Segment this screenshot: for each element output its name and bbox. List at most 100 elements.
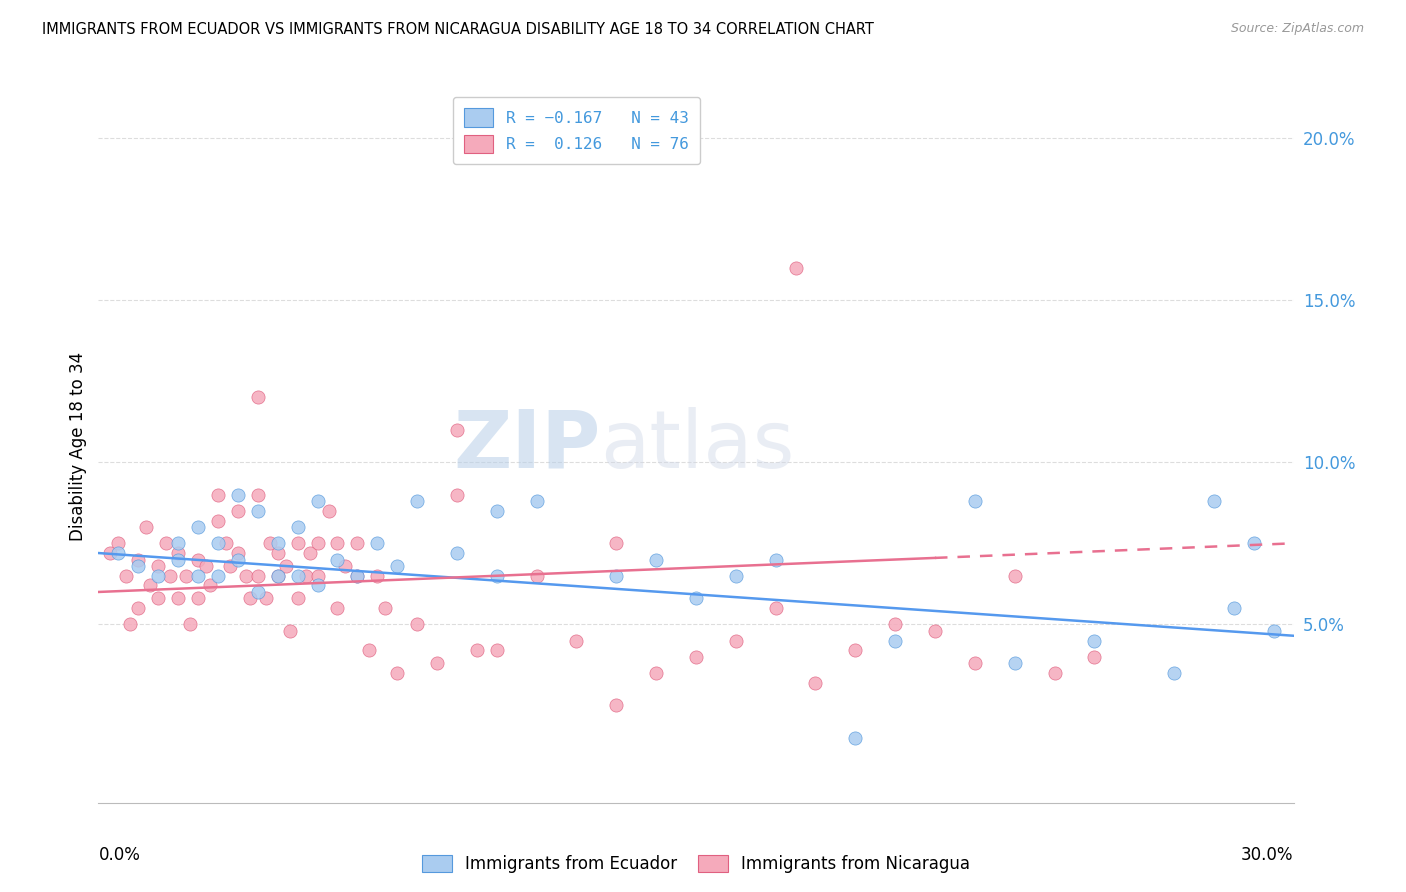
Point — [194, 559, 218, 574]
Point — [167, 591, 190, 606]
Point — [187, 520, 209, 534]
Point — [1004, 657, 1026, 671]
Point — [1222, 601, 1246, 615]
Point — [526, 568, 548, 582]
Point — [884, 617, 907, 632]
Point — [724, 633, 747, 648]
Point — [246, 390, 269, 404]
Point — [187, 552, 209, 566]
Point — [366, 568, 388, 582]
Point — [326, 601, 349, 615]
Point — [406, 494, 429, 508]
Point — [1083, 649, 1105, 664]
Point — [287, 568, 309, 582]
Point — [307, 494, 329, 508]
Point — [366, 536, 388, 550]
Point — [406, 617, 429, 632]
Point — [246, 568, 269, 582]
Point — [446, 423, 468, 437]
Point — [207, 568, 229, 582]
Point — [107, 536, 129, 550]
Text: ZIP: ZIP — [453, 407, 600, 485]
Point — [804, 675, 827, 690]
Point — [1043, 666, 1066, 681]
Point — [1083, 633, 1105, 648]
Point — [246, 585, 269, 599]
Point — [135, 520, 157, 534]
Point — [287, 536, 309, 550]
Point — [685, 649, 707, 664]
Point — [167, 552, 190, 566]
Point — [127, 601, 149, 615]
Text: 30.0%: 30.0% — [1241, 846, 1294, 863]
Point — [446, 546, 468, 560]
Point — [246, 504, 269, 518]
Point — [198, 578, 221, 592]
Point — [187, 568, 209, 582]
Point — [167, 536, 190, 550]
Point — [605, 698, 627, 713]
Point — [148, 591, 170, 606]
Point — [924, 624, 946, 638]
Point — [884, 633, 907, 648]
Point — [307, 568, 329, 582]
Point — [465, 643, 488, 657]
Point — [1263, 624, 1285, 638]
Point — [267, 536, 290, 550]
Text: IMMIGRANTS FROM ECUADOR VS IMMIGRANTS FROM NICARAGUA DISABILITY AGE 18 TO 34 COR: IMMIGRANTS FROM ECUADOR VS IMMIGRANTS FR… — [42, 22, 875, 37]
Point — [226, 504, 249, 518]
Point — [963, 657, 986, 671]
Point — [148, 568, 170, 582]
Point — [307, 536, 329, 550]
Point — [485, 643, 508, 657]
Point — [385, 559, 409, 574]
Point — [1163, 666, 1185, 681]
Point — [267, 568, 290, 582]
Point — [226, 552, 249, 566]
Point — [685, 591, 707, 606]
Point — [326, 552, 349, 566]
Point — [107, 546, 129, 560]
Y-axis label: Disability Age 18 to 34: Disability Age 18 to 34 — [69, 351, 87, 541]
Point — [287, 520, 309, 534]
Point — [645, 666, 668, 681]
Point — [294, 568, 316, 582]
Legend: Immigrants from Ecuador, Immigrants from Nicaragua: Immigrants from Ecuador, Immigrants from… — [415, 848, 977, 880]
Point — [148, 559, 170, 574]
Point — [346, 568, 368, 582]
Point — [226, 488, 249, 502]
Point — [179, 617, 201, 632]
Point — [385, 666, 409, 681]
Point — [485, 568, 508, 582]
Text: 0.0%: 0.0% — [98, 846, 141, 863]
Point — [155, 536, 177, 550]
Text: Source: ZipAtlas.com: Source: ZipAtlas.com — [1230, 22, 1364, 36]
Point — [127, 559, 149, 574]
Point — [605, 536, 627, 550]
Point — [318, 504, 340, 518]
Point — [278, 624, 301, 638]
Point — [346, 568, 368, 582]
Point — [127, 552, 149, 566]
Point — [174, 568, 197, 582]
Point — [226, 546, 249, 560]
Point — [724, 568, 747, 582]
Point — [254, 591, 277, 606]
Point — [346, 536, 368, 550]
Point — [485, 504, 508, 518]
Point — [765, 552, 787, 566]
Point — [1004, 568, 1026, 582]
Point — [187, 591, 209, 606]
Text: atlas: atlas — [600, 407, 794, 485]
Point — [215, 536, 238, 550]
Point — [326, 536, 349, 550]
Point — [605, 568, 627, 582]
Point — [307, 578, 329, 592]
Point — [426, 657, 449, 671]
Point — [1243, 536, 1265, 550]
Point — [159, 568, 181, 582]
Point — [1202, 494, 1225, 508]
Point — [765, 601, 787, 615]
Point — [963, 494, 986, 508]
Point — [267, 546, 290, 560]
